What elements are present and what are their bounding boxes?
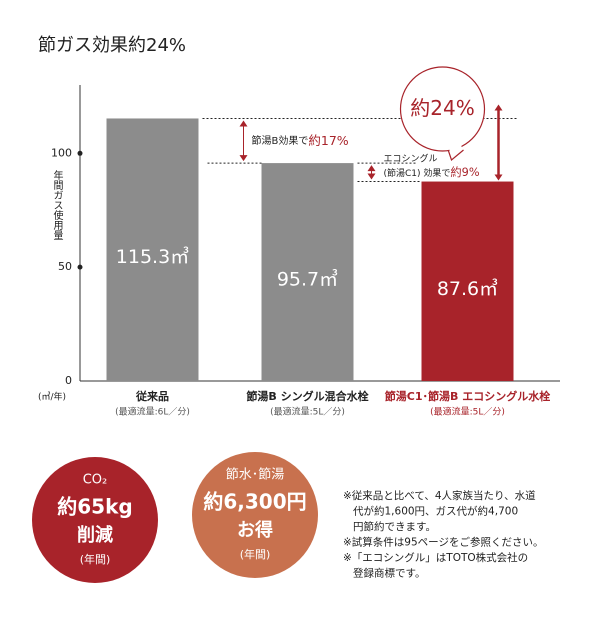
badge-text: CO₂ <box>83 473 108 488</box>
badge-text: (年間) <box>240 547 271 561</box>
y-axis-label: 年間ガス使用量 <box>51 169 63 240</box>
value-label: 87.6㎥ <box>437 278 498 300</box>
y-tick-label: 50 <box>58 260 72 273</box>
annotation: (節湯C1) 効果で約9% <box>384 165 480 179</box>
badge-text: お得 <box>237 519 273 541</box>
bar <box>261 163 354 381</box>
annotation-text: エコシングル <box>384 153 438 165</box>
bubble-patch <box>449 143 462 151</box>
bar <box>421 181 514 381</box>
x-tick-sublabel: (最適流量:5L／分) <box>430 406 505 418</box>
y-tick-label: 0 <box>65 374 72 387</box>
y-unit: (㎥/年) <box>38 391 66 403</box>
arrow-head <box>367 165 376 180</box>
badge-text: 節水･節湯 <box>226 468 285 483</box>
bubble <box>399 66 486 152</box>
annotation: 節湯B効果で約17% <box>252 132 349 147</box>
bar <box>106 118 199 382</box>
annotation-highlight: 約9% <box>450 165 479 179</box>
y-tick-dot <box>77 264 83 270</box>
annotation: 約24% <box>410 96 474 120</box>
annotation-text: 節湯B効果で <box>252 134 309 147</box>
x-tick-sublabel: (最適流量:5L／分) <box>270 406 345 418</box>
badge-text: 約6,300円 <box>203 490 306 514</box>
x-tick-sublabel: (最適流量:6L／分) <box>115 406 190 418</box>
x-tick-label: 従来品 <box>135 389 169 403</box>
value-label: 115.3㎥ <box>116 246 189 268</box>
badge-text: (年間) <box>80 552 111 566</box>
note-line: ※従来品と比べて、4人家族当たり、水道 <box>343 489 536 502</box>
value-label: 95.7㎥ <box>277 269 338 291</box>
annotation-highlight: 約17% <box>308 132 348 147</box>
note-line: 円節約できます。 <box>353 520 436 533</box>
badge <box>192 452 318 578</box>
annotation-highlight: 約24% <box>410 96 474 120</box>
x-tick-label: 節湯B シングル混合水栓 <box>246 389 368 403</box>
note-line: ※試算条件は95ページをご参照ください。 <box>343 536 543 549</box>
badge <box>32 457 158 583</box>
annotation-text: (節湯C1) 効果で <box>384 167 451 179</box>
chart-title: 節ガス効果約24% <box>38 35 186 56</box>
badge-text: 約65kg <box>57 495 132 519</box>
x-tick-label: 節湯C1･節湯B エコシングル水栓 <box>385 389 550 403</box>
y-tick-dot <box>77 150 83 156</box>
note-line: 代が約1,600円、ガス代が約4,700 <box>353 505 518 518</box>
badge-text: 削減 <box>77 524 113 546</box>
note-line: ※「エコシングル」はTOTO株式会社の <box>343 551 528 564</box>
y-tick-label: 100 <box>51 146 72 159</box>
note-line: 登録商標です。 <box>353 567 425 580</box>
